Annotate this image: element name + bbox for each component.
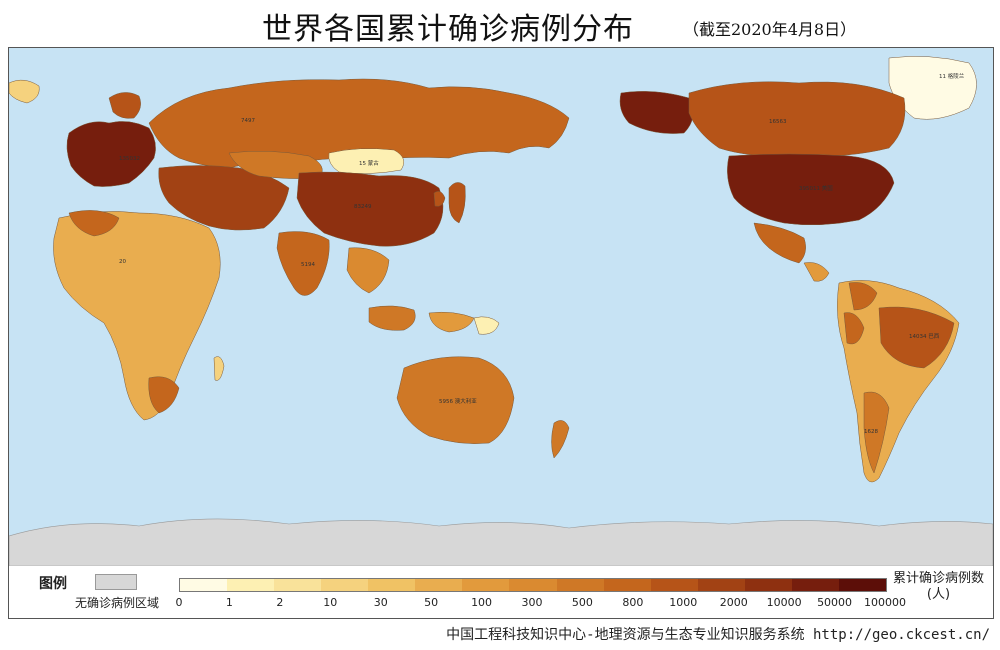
color-scale-swatch	[462, 579, 510, 591]
world-map-svg: 7497 15 蒙古 83249 5194 5956 澳大利亚 395011 美…	[9, 48, 993, 566]
color-scale-swatch	[744, 579, 792, 591]
label-africa: 20	[119, 259, 126, 265]
label-canada: 16563	[769, 119, 787, 125]
japan	[448, 182, 466, 224]
color-scale-swatch	[838, 579, 886, 591]
label-australia: 5956 澳大利亚	[439, 397, 477, 405]
label-india: 5194	[301, 262, 315, 268]
canada	[688, 81, 906, 157]
color-scale-tick-label: 50	[424, 596, 439, 609]
footer-credit: 中国工程科技知识中心-地理资源与生态专业知识服务系统 http://geo.ck…	[446, 627, 990, 643]
europe-cluster	[66, 121, 156, 187]
legend-unit-line1: 累计确诊病例数	[893, 571, 985, 586]
color-scale-swatch	[509, 579, 557, 591]
color-scale-tick-label: 2000	[719, 596, 748, 609]
peru	[843, 312, 865, 345]
no-data-label: 无确诊病例区域	[75, 596, 160, 610]
legend-unit-line2: (人)	[926, 587, 951, 602]
mexico	[753, 222, 806, 264]
world-map: 7497 15 蒙古 83249 5194 5956 澳大利亚 395011 美…	[8, 47, 994, 567]
color-scale-bar	[179, 578, 887, 592]
southeast-asia	[346, 247, 390, 294]
argentina	[863, 391, 890, 474]
color-scale-swatch	[227, 579, 275, 591]
central-america	[803, 262, 830, 282]
label-russia: 7497	[241, 118, 255, 124]
australia	[396, 356, 515, 444]
color-scale-swatch	[556, 579, 604, 591]
color-scale-swatch	[791, 579, 839, 591]
label-mongolia: 15 蒙古	[359, 159, 379, 167]
color-scale-tick-label: 500	[571, 596, 593, 609]
color-scale-swatch	[697, 579, 745, 591]
map-date-note: （截至2020年4月8日）	[683, 20, 857, 39]
color-scale-swatch	[650, 579, 698, 591]
color-scale-tick-label: 100000	[864, 596, 906, 609]
color-scale-tick-label: 10000	[766, 596, 802, 609]
color-scale-tick-label: 10	[323, 596, 338, 609]
indonesia-east	[428, 311, 475, 333]
color-scale-tick-label: 1000	[669, 596, 698, 609]
scandinavia	[108, 92, 141, 119]
legend: 图例 无确诊病例区域 0 1 2 10 30 50 100 300 500 800 1000 2000…	[8, 566, 994, 619]
usa	[727, 153, 895, 226]
color-scale-tick-label: 300	[521, 596, 543, 609]
color-scale-swatch	[603, 579, 651, 591]
china	[296, 171, 444, 247]
alaska	[619, 91, 694, 134]
color-scale-tick-label: 1	[225, 596, 233, 609]
label-argentina: 1628	[864, 429, 878, 435]
label-brazil: 14034 巴西	[909, 333, 940, 340]
north-africa-west	[68, 210, 120, 237]
label-usa: 395011 美国	[799, 184, 833, 192]
color-scale-tick-label: 50000	[817, 596, 853, 609]
madagascar	[213, 356, 225, 381]
map-title: 世界各国累计确诊病例分布	[262, 12, 634, 47]
label-europe: 135032	[119, 156, 140, 162]
color-scale-tick-label: 100	[471, 596, 493, 609]
color-scale-tick-label: 0	[175, 596, 183, 609]
indonesia-west	[368, 305, 416, 331]
color-scale-tick-label: 30	[373, 596, 388, 609]
color-scale-swatch	[368, 579, 416, 591]
label-china: 83249	[354, 204, 372, 210]
brazil	[878, 306, 955, 369]
middle-east	[158, 165, 290, 231]
color-scale-tick-label: 2	[276, 596, 284, 609]
color-scale: 0 1 2 10 30 50 100 300 500 800 1000 2000 10000 50000 1…	[175, 578, 906, 618]
mongolia	[328, 148, 405, 174]
color-scale-swatch	[274, 579, 322, 591]
legend-title: 图例	[39, 576, 67, 592]
antarctica	[9, 518, 993, 566]
india	[276, 231, 330, 296]
color-scale-swatch	[321, 579, 369, 591]
papua-new-guinea	[473, 316, 500, 335]
no-data-swatch	[95, 574, 137, 590]
legend-unit: 累计确诊病例数 (人)	[893, 571, 984, 603]
color-scale-tick-label: 800	[622, 596, 644, 609]
new-zealand	[551, 420, 570, 459]
label-greenland: 11 格陵兰	[939, 72, 965, 80]
colombia	[848, 282, 878, 311]
iceland	[9, 79, 40, 104]
color-scale-swatch	[180, 579, 228, 591]
korea	[433, 191, 446, 207]
color-scale-swatch	[415, 579, 463, 591]
title-row: 世界各国累计确诊病例分布 （截至2020年4月8日）	[0, 0, 1000, 47]
south-africa	[148, 376, 180, 414]
